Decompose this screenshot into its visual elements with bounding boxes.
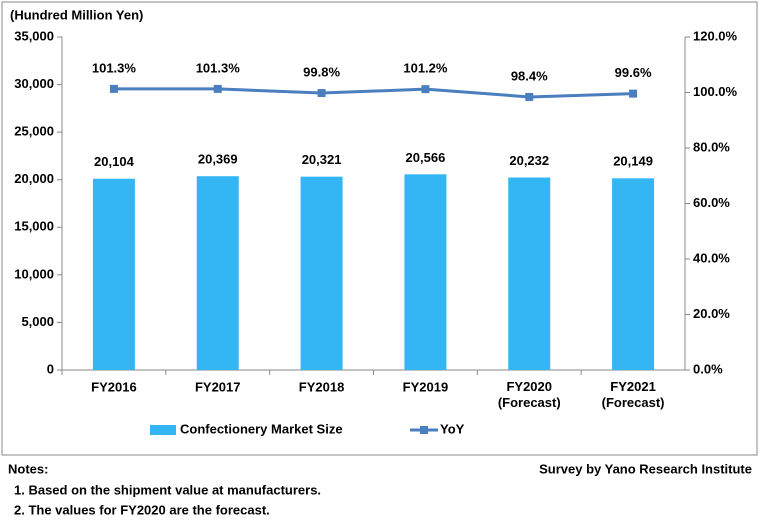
- line-value-label: 101.3%: [92, 60, 137, 75]
- x-tick-label: FY2019: [403, 379, 449, 394]
- bar-value-label: 20,232: [509, 153, 549, 168]
- legend-swatch: [420, 426, 428, 434]
- bar-value-label: 20,369: [198, 152, 238, 167]
- legend-label: Confectionery Market Size: [180, 421, 343, 436]
- line-marker: [629, 89, 638, 98]
- bar-value-label: 20,566: [406, 150, 446, 165]
- y-tick-label: 15,000: [14, 219, 54, 234]
- y-tick-label: 0: [47, 361, 54, 376]
- y2-tick-label: 80.0%: [693, 139, 730, 154]
- bar-value-label: 20,149: [613, 154, 653, 169]
- x-tick-label: FY2017: [195, 379, 241, 394]
- line: [113, 87, 634, 99]
- note: 1. Based on the shipment value at manufa…: [14, 482, 321, 497]
- y-tick-label: 30,000: [14, 76, 54, 91]
- y2-tick-label: 0.0%: [693, 361, 723, 376]
- line-value-label: 101.2%: [403, 61, 448, 76]
- line-marker: [525, 92, 534, 101]
- bar-value-label: 20,321: [302, 152, 342, 167]
- x-tick-label: FY2020 (Forecast): [498, 379, 561, 410]
- legend-label: YoY: [440, 421, 465, 436]
- chart-frame: [1, 1, 758, 456]
- line-marker: [213, 84, 222, 93]
- bar: [404, 174, 447, 370]
- y2-tick-label: 20.0%: [693, 306, 730, 321]
- y2-tick-label: 120.0%: [693, 28, 738, 43]
- source: Survey by Yano Research Institute: [539, 461, 752, 476]
- y-tick-label: 10,000: [14, 266, 54, 281]
- bar: [300, 176, 343, 370]
- line-value-label: 98.4%: [511, 68, 548, 83]
- line-value-label: 99.8%: [303, 64, 340, 79]
- notes-title: Notes:: [8, 461, 48, 476]
- line-value-label: 101.3%: [196, 60, 241, 75]
- line-marker: [421, 85, 430, 94]
- y-tick-label: 5,000: [21, 314, 54, 329]
- y2-tick-label: 40.0%: [693, 250, 730, 265]
- note: 2. The values for FY2020 are the forecas…: [14, 502, 270, 517]
- x-tick-label: FY2018: [299, 379, 345, 394]
- x-tick-label: FY2021 (Forecast): [602, 379, 665, 410]
- y-tick-label: 35,000: [14, 28, 54, 43]
- y-tick-label: 20,000: [14, 171, 54, 186]
- legend-swatch: [150, 425, 176, 435]
- bar-value-label: 20,104: [94, 154, 135, 169]
- y-tick-label: 25,000: [14, 124, 54, 139]
- bar: [92, 178, 135, 370]
- line-marker: [109, 84, 118, 93]
- unit-label: (Hundred Million Yen): [10, 7, 143, 22]
- bar: [508, 177, 551, 370]
- y2-tick-label: 60.0%: [693, 195, 730, 210]
- line-marker: [317, 89, 326, 98]
- y2-tick-label: 100.0%: [693, 84, 738, 99]
- x-tick-label: FY2016: [91, 379, 137, 394]
- bar: [612, 178, 655, 370]
- line-value-label: 99.6%: [615, 65, 652, 80]
- bar: [196, 176, 239, 370]
